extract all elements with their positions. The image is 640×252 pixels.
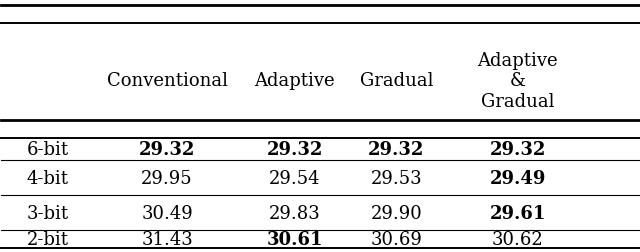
Text: 29.54: 29.54 xyxy=(269,169,320,187)
Text: 29.83: 29.83 xyxy=(269,204,321,222)
Text: 3-bit: 3-bit xyxy=(27,204,69,222)
Text: 29.32: 29.32 xyxy=(266,141,323,159)
Text: 29.32: 29.32 xyxy=(139,141,195,159)
Text: 30.49: 30.49 xyxy=(141,204,193,222)
Text: 4-bit: 4-bit xyxy=(27,169,69,187)
Text: 2-bit: 2-bit xyxy=(27,230,69,248)
Text: 29.32: 29.32 xyxy=(490,141,546,159)
Text: 29.32: 29.32 xyxy=(368,141,425,159)
Text: Adaptive
&
Gradual: Adaptive & Gradual xyxy=(477,51,558,111)
Text: 29.95: 29.95 xyxy=(141,169,193,187)
Text: 29.90: 29.90 xyxy=(371,204,422,222)
Text: 29.61: 29.61 xyxy=(490,204,546,222)
Text: Gradual: Gradual xyxy=(360,72,433,90)
Text: 30.69: 30.69 xyxy=(371,230,422,248)
Text: Conventional: Conventional xyxy=(107,72,228,90)
Text: 29.49: 29.49 xyxy=(490,169,546,187)
Text: 29.53: 29.53 xyxy=(371,169,422,187)
Text: 31.43: 31.43 xyxy=(141,230,193,248)
Text: 30.61: 30.61 xyxy=(266,230,323,248)
Text: 6-bit: 6-bit xyxy=(27,141,69,159)
Text: 30.62: 30.62 xyxy=(492,230,543,248)
Text: Adaptive: Adaptive xyxy=(254,72,335,90)
